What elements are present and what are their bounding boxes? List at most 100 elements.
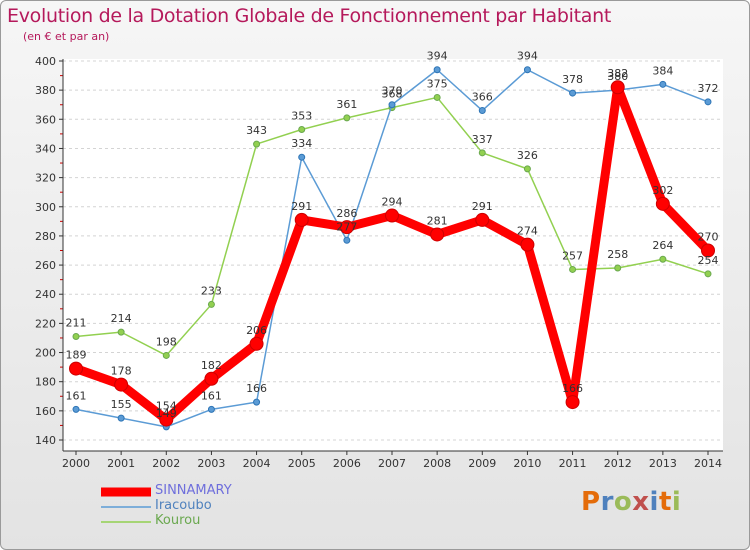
x-tick-label: 2003 <box>197 457 225 470</box>
logo-letter: i <box>671 487 682 517</box>
data-point-sinnamary <box>69 361 83 376</box>
x-tick-label: 2005 <box>288 457 316 470</box>
x-tick-label: 2001 <box>107 457 135 470</box>
data-label-kourou: 343 <box>246 124 267 137</box>
data-point-iracoubo <box>569 89 577 97</box>
data-point-sinnamary <box>610 80 625 95</box>
data-label-iracoubo: 372 <box>698 82 719 95</box>
legend-swatch-sinnamary <box>101 487 151 497</box>
y-tick-label: 320 <box>35 172 56 185</box>
legend-label-sinnamary: SINNAMARY <box>155 483 232 498</box>
x-tick-label: 2006 <box>333 457 361 470</box>
data-point-iracoubo <box>388 101 396 109</box>
data-label-kourou: 233 <box>201 284 222 297</box>
x-tick-label: 2000 <box>62 457 90 470</box>
data-point-iracoubo <box>343 236 351 244</box>
data-label-kourou: 198 <box>156 335 177 348</box>
data-point-kourou <box>704 270 712 278</box>
data-point-sinnamary <box>204 371 219 386</box>
data-label-sinnamary: 182 <box>201 359 222 372</box>
data-label-iracoubo: 378 <box>562 73 583 86</box>
x-tick-label: 2013 <box>649 457 677 470</box>
x-tick-label: 2007 <box>378 457 406 470</box>
data-label-iracoubo: 277 <box>336 220 357 233</box>
y-tick-label: 160 <box>35 405 56 418</box>
data-label-iracoubo: 161 <box>201 389 222 402</box>
data-label-iracoubo: 384 <box>652 64 673 77</box>
logo-letter: i <box>649 487 659 517</box>
chart-title: Evolution de la Dotation Globale de Fonc… <box>7 5 612 27</box>
data-label-iracoubo: 394 <box>517 50 538 63</box>
data-point-iracoubo <box>659 80 667 88</box>
y-tick-label: 380 <box>35 84 56 97</box>
y-tick-label: 200 <box>35 347 56 360</box>
y-tick-label: 220 <box>35 317 56 330</box>
y-tick-label: 180 <box>35 376 56 389</box>
data-label-kourou: 337 <box>472 133 493 146</box>
data-point-kourou <box>614 264 622 272</box>
data-label-sinnamary: 382 <box>607 67 628 80</box>
data-point-iracoubo <box>253 398 261 406</box>
data-point-iracoubo <box>298 153 306 161</box>
data-point-iracoubo <box>704 98 712 106</box>
data-point-kourou <box>343 114 351 122</box>
data-label-sinnamary: 294 <box>382 196 403 209</box>
y-tick-label: 340 <box>35 142 56 155</box>
data-point-sinnamary <box>385 208 399 223</box>
data-point-kourou <box>478 149 486 157</box>
chart-subtitle: (en € et par an) <box>23 30 110 43</box>
data-point-kourou <box>117 328 125 336</box>
x-tick-label: 2008 <box>423 457 451 470</box>
y-tick-label: 140 <box>35 434 56 447</box>
data-point-iracoubo <box>207 405 215 413</box>
data-point-sinnamary <box>339 220 354 235</box>
data-label-kourou: 264 <box>652 239 673 252</box>
data-label-sinnamary: 302 <box>652 184 673 197</box>
x-tick-label: 2014 <box>694 457 722 470</box>
y-tick-label: 280 <box>35 230 56 243</box>
legend-label-kourou: Kourou <box>155 513 201 528</box>
legend-swatch-kourou <box>101 521 151 523</box>
data-label-iracoubo: 155 <box>111 398 132 411</box>
data-point-kourou <box>72 333 80 341</box>
y-tick-label: 240 <box>35 288 56 301</box>
logo-letter: o <box>613 487 633 517</box>
data-point-sinnamary <box>655 196 670 211</box>
data-label-kourou: 375 <box>427 77 448 90</box>
data-point-kourou <box>162 351 170 359</box>
logo-letter: x <box>632 487 650 517</box>
x-tick-label: 2010 <box>513 457 541 470</box>
data-point-iracoubo <box>523 66 531 74</box>
logo-letter: P <box>581 487 601 517</box>
legend-label-iracoubo: Iracoubo <box>155 498 212 513</box>
data-label-kourou: 368 <box>382 88 403 101</box>
data-label-sinnamary: 178 <box>111 365 132 378</box>
data-label-sinnamary: 166 <box>562 382 583 395</box>
x-tick-label: 2004 <box>243 457 271 470</box>
data-point-sinnamary <box>114 377 129 392</box>
data-label-kourou: 326 <box>517 149 538 162</box>
data-point-sinnamary <box>565 395 580 410</box>
data-point-kourou <box>298 126 306 134</box>
data-point-sinnamary <box>475 212 490 227</box>
data-label-iracoubo: 334 <box>291 137 312 150</box>
data-point-kourou <box>207 300 215 308</box>
data-label-sinnamary: 270 <box>698 231 719 244</box>
data-point-kourou <box>569 265 577 273</box>
proxiti-logo: Proxiti <box>581 487 681 517</box>
data-point-sinnamary <box>430 227 445 242</box>
data-point-sinnamary <box>249 336 264 351</box>
x-tick-label: 2009 <box>468 457 496 470</box>
data-label-sinnamary: 286 <box>336 207 357 220</box>
x-tick-label: 2011 <box>559 457 587 470</box>
data-point-kourou <box>659 255 667 263</box>
data-label-sinnamary: 154 <box>156 400 177 413</box>
data-label-sinnamary: 189 <box>66 349 87 362</box>
data-point-iracoubo <box>117 414 125 422</box>
data-label-kourou: 258 <box>607 248 628 261</box>
data-label-iracoubo: 166 <box>246 382 267 395</box>
data-label-iracoubo: 370 <box>382 85 403 98</box>
data-label-kourou: 353 <box>291 110 312 123</box>
